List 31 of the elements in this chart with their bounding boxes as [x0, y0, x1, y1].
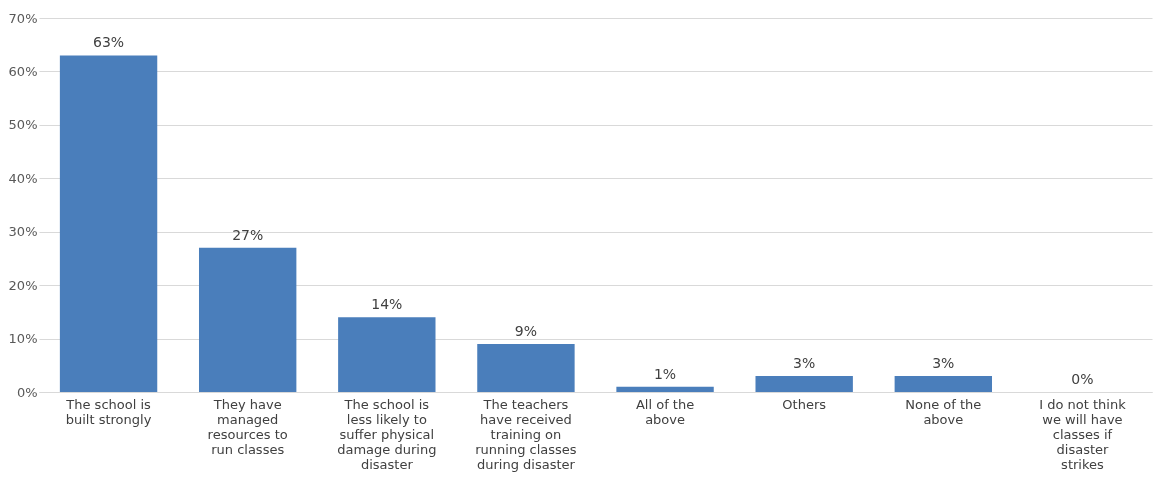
- x-tick-label: None of the above: [905, 396, 982, 427]
- x-tick-label: The school is less likely to suffer physical damage during disaster: [337, 396, 437, 472]
- bar: [338, 317, 436, 392]
- data-label: 3%: [932, 354, 955, 371]
- bar: [198, 247, 297, 392]
- data-label: 9%: [514, 322, 538, 339]
- data-label: 1%: [653, 365, 677, 382]
- bar: [59, 55, 158, 392]
- y-tick-label: 70%: [8, 10, 38, 26]
- data-label: 63%: [93, 34, 125, 51]
- data-label: 3%: [793, 354, 816, 371]
- y-tick-label: 0%: [16, 384, 38, 400]
- y-tick-label: 10%: [8, 331, 38, 347]
- y-tick-label: 20%: [8, 277, 38, 293]
- data-label: 27%: [232, 226, 264, 243]
- x-tick-label: All of the above: [635, 396, 695, 427]
- x-tick-label: I do not think we will have classes if disaster strikes: [1039, 396, 1127, 472]
- y-tick-label: 30%: [8, 224, 38, 240]
- y-tick-label: 40%: [8, 170, 38, 186]
- y-tick-label: 60%: [8, 63, 38, 79]
- x-tick-label: Others: [782, 396, 827, 412]
- x-tick-label: They have managed resources to run classes: [207, 396, 288, 457]
- bar: [894, 375, 993, 392]
- bar: [616, 386, 714, 392]
- y-tick-label: 50%: [8, 117, 38, 133]
- bar: [477, 343, 575, 392]
- x-tick-label: The teachers have received training on running classes during disaster: [475, 396, 577, 472]
- data-label: 14%: [371, 296, 403, 313]
- data-label: 0%: [1071, 371, 1094, 387]
- bar: [755, 375, 853, 392]
- x-tick-label: The school is built strongly: [65, 396, 152, 427]
